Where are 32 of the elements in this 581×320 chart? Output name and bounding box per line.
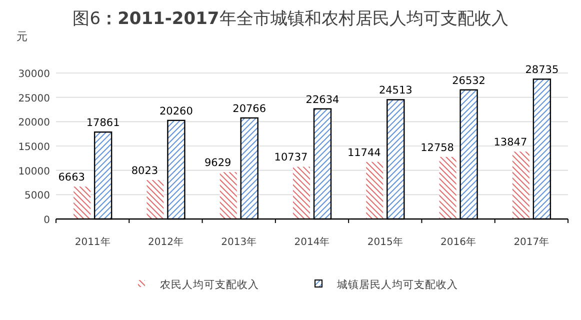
data-label: 13847 [494, 136, 528, 149]
data-label: 22634 [306, 94, 340, 106]
data-label: 26532 [452, 74, 486, 87]
x-tick-label: 2015年 [367, 236, 403, 248]
data-label: 12758 [420, 142, 454, 154]
chart-title: 图6：2011-2017年全市城镇和农村居民人均可支配收入 [72, 9, 508, 29]
data-label: 11744 [347, 146, 382, 159]
data-label: 20766 [232, 102, 266, 115]
y-tick-label: 25000 [18, 93, 50, 104]
y-tick-label: 10000 [18, 166, 50, 178]
y-tick-label: 5000 [24, 190, 50, 202]
x-tick-label: 2012年 [148, 236, 184, 248]
x-tick-label: 2011年 [74, 236, 110, 248]
x-tick-label: 2016年 [440, 236, 476, 248]
legend-label: 城镇居民人均可支配收入 [336, 278, 458, 291]
data-label: 8023 [131, 164, 158, 177]
x-tick-label: 2014年 [294, 236, 330, 248]
y-tick-label: 0 [44, 215, 50, 226]
y-tick-label: 30000 [18, 69, 50, 80]
x-tick-label: 2013年 [221, 236, 257, 248]
legend-label: 农民人均可支配收入 [160, 278, 259, 291]
data-label: 9629 [204, 157, 232, 170]
data-label: 6663 [58, 172, 85, 184]
data-label: 20260 [160, 105, 193, 118]
data-label: 28735 [525, 64, 559, 76]
data-label: 17861 [86, 117, 120, 130]
x-tick-label: 2017年 [514, 236, 550, 248]
y-tick-label: 20000 [18, 118, 50, 129]
data-label: 10737 [274, 152, 308, 164]
y-tick-label: 15000 [18, 142, 50, 153]
y-axis-title: 元 [16, 30, 28, 43]
data-label: 24513 [378, 84, 412, 97]
